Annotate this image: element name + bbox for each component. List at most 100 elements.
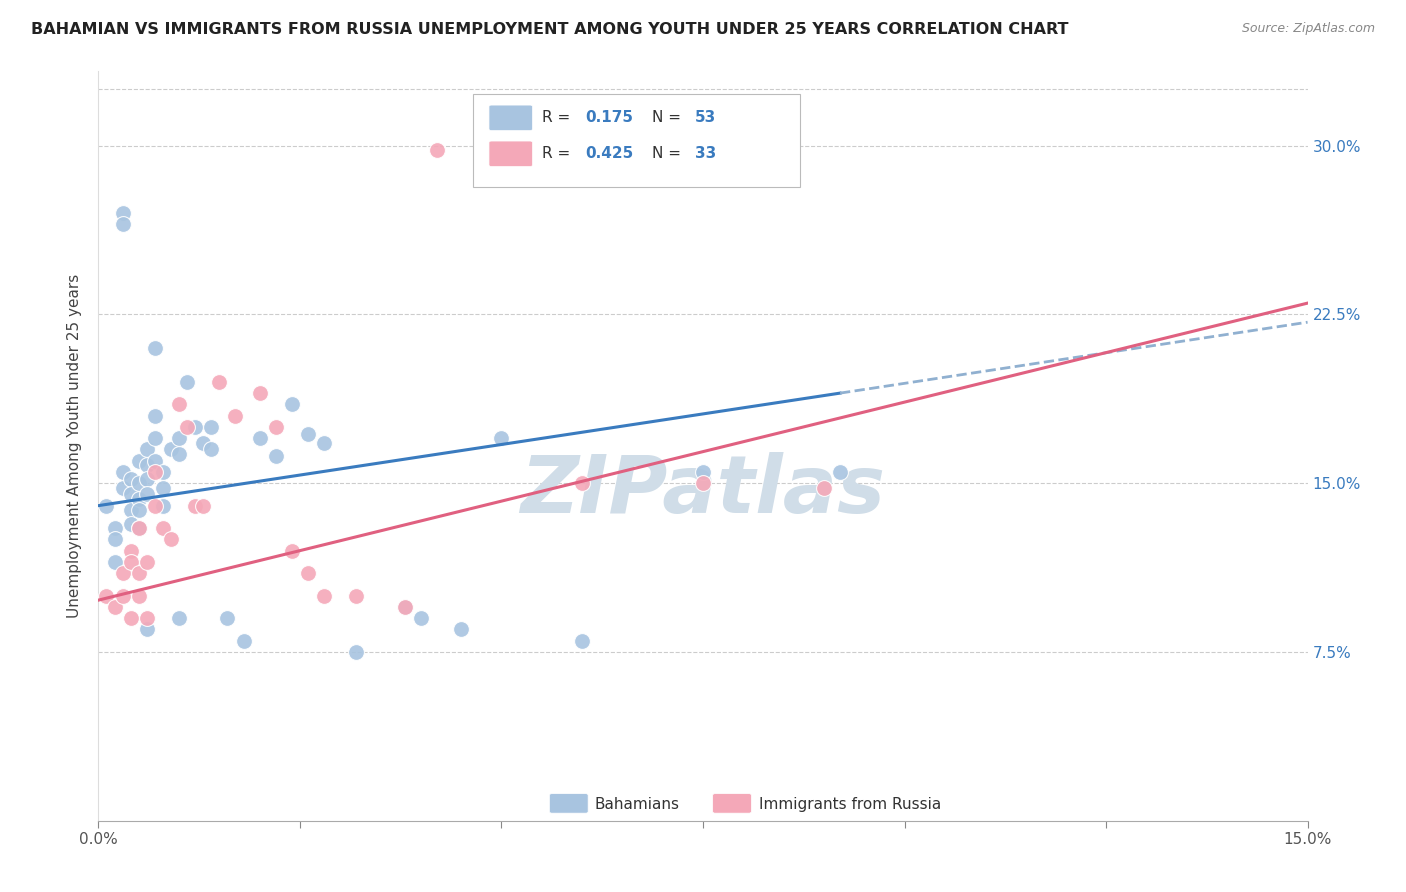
Point [128, 476, 150, 491]
Point [160, 442, 183, 457]
Point [143, 453, 166, 467]
Point [160, 533, 183, 547]
Point [135, 555, 157, 569]
Point [217, 611, 239, 625]
Text: 0.175: 0.175 [586, 110, 634, 125]
Point [135, 442, 157, 457]
Point [264, 420, 287, 434]
Text: 53: 53 [695, 110, 716, 125]
Point [135, 458, 157, 472]
Point [249, 431, 271, 445]
Point [409, 611, 432, 625]
Point [426, 143, 449, 157]
Text: N =: N = [652, 145, 686, 161]
Point [281, 543, 304, 558]
Point [184, 499, 207, 513]
Point [394, 599, 416, 614]
Point [143, 409, 166, 423]
Point [281, 397, 304, 411]
Point [128, 491, 150, 506]
Text: Source: ZipAtlas.com: Source: ZipAtlas.com [1241, 22, 1375, 36]
FancyBboxPatch shape [713, 794, 751, 814]
Point [314, 435, 336, 450]
Point [200, 420, 222, 434]
Point [103, 599, 125, 614]
Point [167, 431, 190, 445]
Point [692, 465, 714, 479]
Y-axis label: Unemployment Among Youth under 25 years: Unemployment Among Youth under 25 years [67, 274, 83, 618]
Point [152, 465, 174, 479]
Point [128, 566, 150, 581]
Text: 0.425: 0.425 [586, 145, 634, 161]
Point [120, 503, 142, 517]
FancyBboxPatch shape [489, 141, 533, 167]
Point [828, 465, 851, 479]
Text: ZIPatlas: ZIPatlas [520, 452, 886, 530]
Point [143, 341, 166, 355]
Point [176, 420, 198, 434]
Point [120, 611, 142, 625]
FancyBboxPatch shape [474, 94, 800, 187]
Point [152, 481, 174, 495]
Point [111, 566, 134, 581]
Point [135, 487, 157, 501]
Point [128, 503, 150, 517]
Text: N =: N = [652, 110, 686, 125]
Point [128, 521, 150, 535]
Point [813, 481, 835, 495]
Text: R =: R = [543, 145, 575, 161]
Text: BAHAMIAN VS IMMIGRANTS FROM RUSSIA UNEMPLOYMENT AMONG YOUTH UNDER 25 YEARS CORRE: BAHAMIAN VS IMMIGRANTS FROM RUSSIA UNEMP… [31, 22, 1069, 37]
Point [208, 375, 231, 389]
Point [314, 589, 336, 603]
Point [111, 218, 134, 232]
Point [571, 476, 593, 491]
Point [143, 431, 166, 445]
Point [167, 611, 190, 625]
Point [450, 623, 472, 637]
Point [120, 555, 142, 569]
Point [143, 465, 166, 479]
Point [111, 589, 134, 603]
Point [167, 447, 190, 461]
FancyBboxPatch shape [489, 105, 533, 130]
Point [120, 516, 142, 531]
Point [264, 449, 287, 463]
Point [232, 633, 254, 648]
Point [152, 499, 174, 513]
Point [224, 409, 246, 423]
Point [692, 476, 714, 491]
Point [111, 481, 134, 495]
Text: Immigrants from Russia: Immigrants from Russia [759, 797, 941, 812]
Point [193, 435, 215, 450]
Point [103, 555, 125, 569]
Point [344, 589, 367, 603]
Point [103, 533, 125, 547]
Point [128, 521, 150, 535]
Point [135, 623, 157, 637]
Point [344, 645, 367, 659]
Point [152, 521, 174, 535]
Text: 33: 33 [695, 145, 716, 161]
Point [111, 465, 134, 479]
Text: R =: R = [543, 110, 575, 125]
FancyBboxPatch shape [550, 794, 588, 814]
Text: Bahamians: Bahamians [595, 797, 679, 812]
Point [184, 420, 207, 434]
Point [128, 453, 150, 467]
Point [96, 499, 118, 513]
Point [176, 375, 198, 389]
Point [128, 589, 150, 603]
Point [200, 442, 222, 457]
Point [394, 599, 416, 614]
Point [120, 543, 142, 558]
Point [193, 499, 215, 513]
Point [135, 611, 157, 625]
Point [120, 472, 142, 486]
Point [143, 499, 166, 513]
Point [297, 566, 319, 581]
Point [120, 487, 142, 501]
Point [111, 206, 134, 220]
Point [571, 633, 593, 648]
Point [249, 386, 271, 401]
Point [135, 472, 157, 486]
